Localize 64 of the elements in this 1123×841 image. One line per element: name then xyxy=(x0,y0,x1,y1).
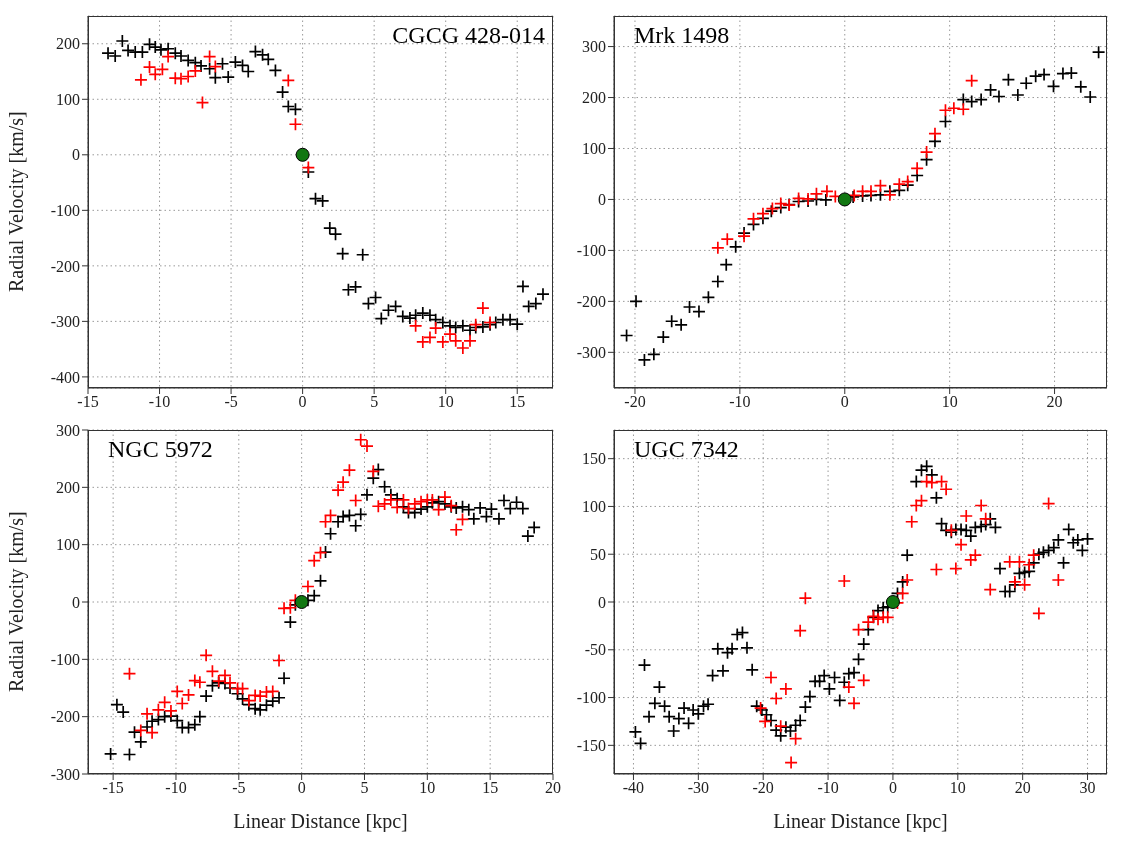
x-tick-label: -5 xyxy=(232,779,246,797)
x-tick-label: -20 xyxy=(752,779,774,797)
y-tick-label: 300 xyxy=(582,38,606,56)
x-tick-label: 20 xyxy=(1046,393,1063,411)
y-tick-label: -150 xyxy=(576,737,606,755)
x-tick-label: 0 xyxy=(888,779,897,797)
y-tick-label: 100 xyxy=(56,90,80,108)
x-tick-label: 5 xyxy=(360,779,369,797)
x-tick-label: 10 xyxy=(949,779,966,797)
x-axis-title: Linear Distance [kpc] xyxy=(233,810,408,833)
x-tick-label: 0 xyxy=(840,393,849,411)
x-tick-label: -10 xyxy=(148,393,171,411)
y-tick-label: 100 xyxy=(582,140,606,158)
x-tick-label: 15 xyxy=(482,779,499,797)
y-tick-label: 0 xyxy=(598,593,606,611)
x-tick-label: 0 xyxy=(298,393,307,411)
y-tick-label: -300 xyxy=(50,765,80,783)
y-tick-label: 200 xyxy=(56,479,80,497)
chart-title: UGC 7342 xyxy=(634,436,739,463)
x-tick-label: 5 xyxy=(370,393,379,411)
chart-title: CGCG 428-014 xyxy=(392,22,545,49)
y-axis-title: Radial Velocity [km/s] xyxy=(5,111,29,292)
x-tick-label: 10 xyxy=(941,393,958,411)
y-tick-label: 50 xyxy=(590,545,606,563)
chart-title: NGC 5972 xyxy=(108,436,213,463)
chart-title: Mrk 1498 xyxy=(634,22,730,49)
y-tick-label: -300 xyxy=(50,313,80,331)
y-tick-label: 200 xyxy=(582,89,606,107)
y-tick-label: 0 xyxy=(72,593,80,611)
y-tick-label: -200 xyxy=(576,293,606,311)
x-tick-label: 20 xyxy=(1014,779,1031,797)
x-tick-label: 20 xyxy=(545,779,561,797)
x-tick-label: -40 xyxy=(622,779,645,797)
x-tick-label: -30 xyxy=(687,779,709,797)
y-tick-label: 150 xyxy=(582,450,606,468)
y-tick-label: -100 xyxy=(50,202,80,220)
y-tick-label: -100 xyxy=(50,651,80,669)
y-axis-title: Radial Velocity [km/s] xyxy=(5,511,29,692)
y-tick-label: -100 xyxy=(576,242,606,260)
x-tick-label: 0 xyxy=(297,779,306,797)
x-tick-label: -10 xyxy=(165,779,187,797)
x-tick-label: -15 xyxy=(77,393,99,411)
x-tick-label: -10 xyxy=(729,393,751,411)
x-tick-label: 10 xyxy=(437,393,454,411)
x-axis-title: Linear Distance [kpc] xyxy=(773,810,948,833)
x-tick-label: 15 xyxy=(509,393,526,411)
x-tick-label: -5 xyxy=(224,393,238,411)
x-tick-label: 10 xyxy=(419,779,436,797)
y-tick-label: 200 xyxy=(56,35,80,53)
y-tick-label: -400 xyxy=(50,368,80,386)
y-tick-label: -200 xyxy=(50,257,80,275)
x-tick-label: 30 xyxy=(1079,779,1096,797)
y-tick-label: -50 xyxy=(584,641,606,659)
y-tick-label: 100 xyxy=(56,536,80,554)
y-tick-label: 300 xyxy=(56,421,80,439)
y-tick-label: 0 xyxy=(598,191,606,209)
y-tick-label: 0 xyxy=(72,146,80,164)
y-tick-label: -300 xyxy=(576,344,606,362)
y-tick-label: -200 xyxy=(50,708,80,726)
x-tick-label: -20 xyxy=(624,393,646,411)
x-tick-label: -15 xyxy=(102,779,124,797)
y-tick-label: 100 xyxy=(582,498,606,516)
x-tick-label: -10 xyxy=(817,779,839,797)
y-tick-label: -100 xyxy=(576,689,606,707)
